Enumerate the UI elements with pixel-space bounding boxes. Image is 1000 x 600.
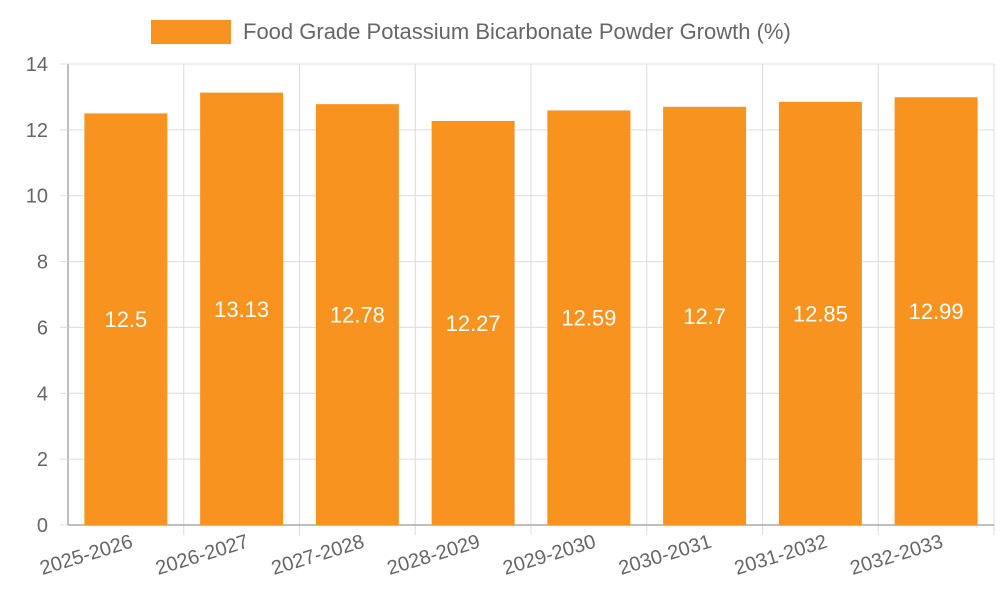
y-tick-label: 4	[37, 383, 48, 405]
x-tick-label: 2028-2029	[385, 531, 483, 580]
bar-value-label: 13.13	[214, 297, 269, 322]
x-axis-ticks: 2025-2026 2026-2027 2027-2028 2028-2029 2029…	[37, 531, 945, 580]
x-tick-label: 2026-2027	[153, 531, 251, 580]
bar[interactable]	[663, 106, 747, 526]
y-tick-label: 14	[26, 54, 48, 76]
y-axis-ticks: 0 2 4 6 8 10 12 14	[26, 54, 68, 537]
bar[interactable]	[84, 113, 168, 526]
legend-label: Food Grade Potassium Bicarbonate Powder …	[243, 19, 791, 44]
bar-value-label: 12.85	[793, 301, 848, 326]
y-tick-label: 2	[37, 449, 48, 471]
y-tick-label: 8	[37, 252, 48, 274]
bar-value-label: 12.7	[683, 304, 726, 329]
y-tick-label: 6	[37, 317, 48, 339]
bar-value-label: 12.78	[330, 303, 385, 328]
bar-value-label: 12.99	[909, 299, 964, 324]
legend[interactable]: Food Grade Potassium Bicarbonate Powder …	[151, 19, 791, 44]
bar-value-label: 12.27	[446, 311, 501, 336]
x-tick-label: 2027-2028	[269, 531, 367, 580]
bar[interactable]	[431, 120, 515, 525]
bar[interactable]	[315, 104, 399, 526]
x-tick-label: 2032-2033	[848, 531, 946, 580]
bar[interactable]	[894, 97, 978, 525]
x-tick-label: 2029-2030	[500, 531, 598, 580]
y-tick-label: 0	[37, 515, 48, 537]
bar[interactable]	[200, 92, 284, 525]
bar-labels: 12.5 13.13 12.78 12.27 12.59 12.7 12.85 12.99	[104, 297, 963, 336]
bars	[84, 92, 978, 526]
legend-swatch	[151, 20, 231, 44]
bar[interactable]	[778, 101, 862, 525]
bar-value-label: 12.5	[104, 307, 147, 332]
x-tick-label: 2031-2032	[732, 531, 830, 580]
y-tick-label: 10	[26, 186, 48, 208]
x-tick-label: 2025-2026	[37, 531, 135, 580]
y-tick-label: 12	[26, 120, 48, 142]
bar[interactable]	[547, 110, 631, 525]
x-tick-label: 2030-2031	[616, 531, 714, 580]
bar-value-label: 12.59	[561, 306, 616, 331]
